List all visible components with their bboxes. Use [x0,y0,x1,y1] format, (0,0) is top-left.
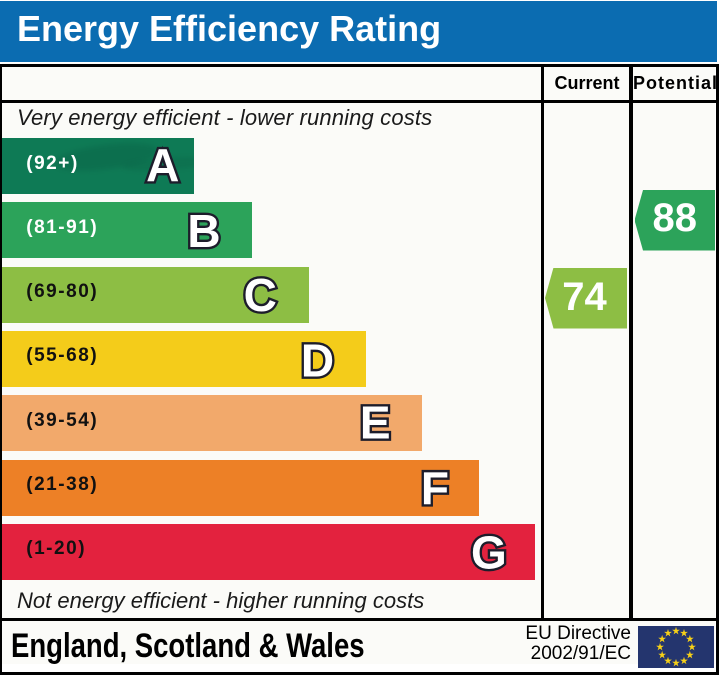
svg-text:F: F [421,462,449,514]
svg-text:D: D [301,334,334,386]
svg-text:A: A [146,139,179,191]
svg-text:E: E [360,397,391,449]
svg-text:B: B [187,205,220,257]
svg-text:G: G [471,526,507,578]
svg-text:C: C [244,269,277,321]
